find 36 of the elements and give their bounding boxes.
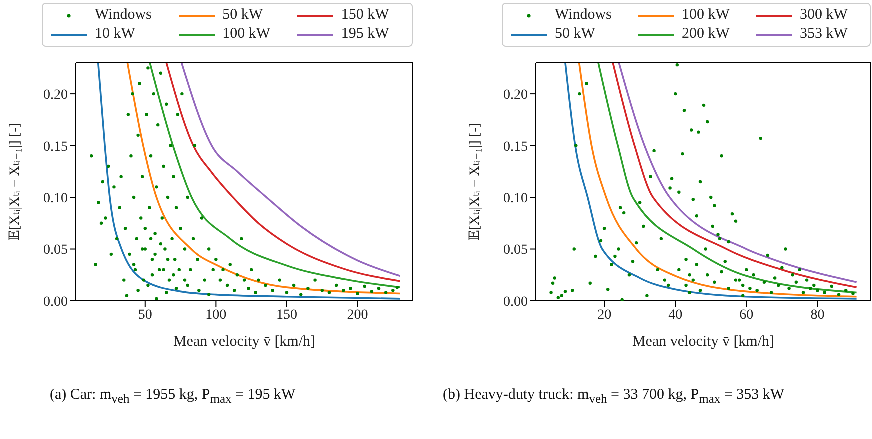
legend-label: 100 kW: [682, 7, 730, 24]
x-tick-label: 50: [138, 308, 152, 323]
y-tick-label: 0.05: [504, 243, 528, 258]
y-tick-label: 0.10: [504, 191, 528, 206]
x-tick-label: 40: [668, 308, 683, 323]
y-tick-label: 0.05: [44, 243, 68, 258]
x-axis-title: Mean velocity v̄ [km/h]: [632, 334, 775, 350]
x-tick-label: 20: [598, 308, 612, 323]
x-axis-title: Mean velocity v̄ [km/h]: [173, 334, 316, 350]
y-tick-label: 0.15: [44, 140, 68, 155]
x-tick-label: 150: [276, 308, 298, 323]
x-tick-label: 60: [740, 308, 754, 323]
legend-label: 10 kW: [95, 26, 136, 43]
legend-label: 100 kW: [222, 26, 271, 43]
y-tick-label: 0.15: [504, 140, 528, 155]
y-tick-label: 0.20: [44, 88, 68, 104]
y-tick-label: 0.20: [504, 88, 528, 104]
y-tick-label: 0.00: [504, 294, 528, 310]
legend-label: 150 kW: [341, 7, 390, 24]
text: (a) Car: m$_{veh}$ = 1955 kg, P$_{max}$ = 195 kW: [50, 386, 297, 408]
legend-label: Windows: [95, 7, 152, 24]
y-axis-title: 𝔼[Xₜᵢ|Xₜᵢ − Xₜᵢ₋₁|] [-]: [8, 123, 23, 241]
x-tick-label: 100: [206, 308, 227, 323]
y-tick-label: 0.00: [44, 294, 68, 310]
y-tick-label: 0.10: [44, 191, 68, 206]
text: (b) Heavy-duty truck: m$_{veh}$ = 33 700 kg, P$_{max}$ = 353 kW: [443, 386, 786, 408]
legend-label: 300 kW: [800, 7, 848, 24]
legend-label: 353 kW: [800, 26, 848, 43]
legend-label: 195 kW: [341, 26, 390, 43]
y-axis-title: 𝔼[Xₜᵢ|Xₜᵢ − Xₜᵢ₋₁|] [-]: [468, 123, 483, 241]
legend-label: 200 kW: [682, 26, 730, 43]
legend-label: 50 kW: [222, 7, 264, 24]
x-tick-label: 80: [810, 308, 825, 323]
legend-label: 50 kW: [555, 26, 596, 43]
x-tick-label: 200: [347, 308, 368, 323]
legend-label: Windows: [555, 7, 612, 24]
